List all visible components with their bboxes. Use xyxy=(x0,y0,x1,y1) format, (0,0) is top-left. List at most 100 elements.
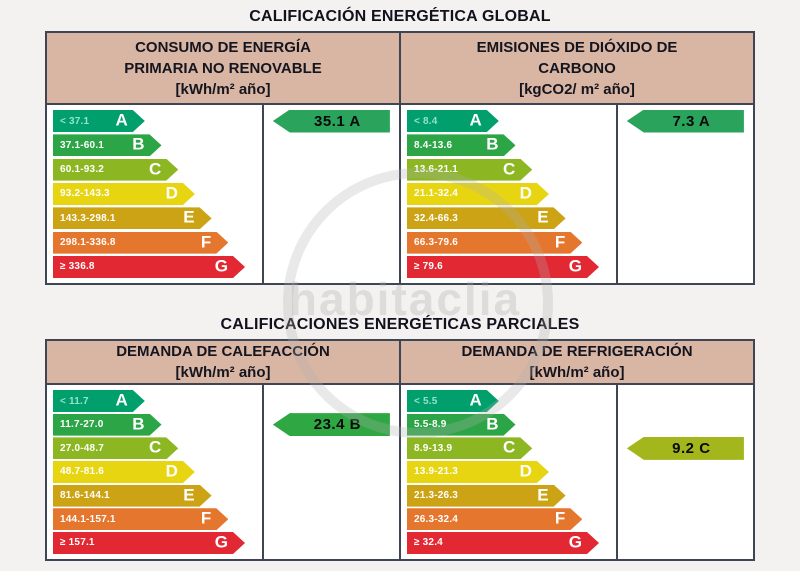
scale-row: 144.1-157.1 F xyxy=(53,508,262,530)
band-letter: F xyxy=(554,232,566,252)
band-arrow-f: 298.1-336.8 F xyxy=(53,232,228,254)
panel-header-line: [kWh/m² año] xyxy=(175,364,271,381)
panel-header: EMISIONES DE DIÓXIDO DE CARBONO [kgCO2/ m²… xyxy=(401,33,753,105)
band-arrow-e: 32.4-66.3 E xyxy=(407,207,566,229)
panel-header-line: DEMANDA DE REFRIGERACIÓN xyxy=(461,343,693,360)
rating-value-arrow: 23.4 B xyxy=(272,413,390,437)
scale-row: 13.9-21.3 D xyxy=(407,461,616,483)
scale-row: < 5.5 A xyxy=(407,390,616,412)
band-range-label: < 37.1 xyxy=(60,115,90,127)
global-section-title: CALIFICACIÓN ENERGÉTICA GLOBAL xyxy=(249,8,551,25)
band-arrow-f: 144.1-157.1 F xyxy=(53,508,228,530)
rating-slot xyxy=(622,183,749,205)
panel-header: CONSUMO DE ENERGÍA PRIMARIA NO RENOVABLE [… xyxy=(47,33,399,105)
band-letter: C xyxy=(502,437,516,457)
band-arrow-d: 13.9-21.3 D xyxy=(407,461,549,483)
band-range-label: ≥ 32.4 xyxy=(414,537,443,549)
band-letter: D xyxy=(165,183,178,203)
band-arrow-g: ≥ 79.6 G xyxy=(407,256,599,278)
rating-slot: 23.4 B xyxy=(268,413,395,437)
band-letter: A xyxy=(115,390,128,410)
rating-slot xyxy=(268,232,395,254)
rating-value-arrow: 9.2 C xyxy=(626,436,744,460)
band-range-label: 27.0-48.7 xyxy=(60,442,105,454)
band-letter: B xyxy=(486,414,499,434)
band-letter: C xyxy=(502,159,516,179)
band-arrow-b: 37.1-60.1 B xyxy=(53,134,162,156)
scale-row: 60.1-93.2 C xyxy=(53,159,262,181)
rating-slot xyxy=(268,461,395,483)
rating-value-arrow: 7.3 A xyxy=(626,109,744,133)
scale-row: 93.2-143.3 D xyxy=(53,183,262,205)
band-letter: B xyxy=(486,134,499,154)
band-range-label: 37.1-60.1 xyxy=(60,139,105,151)
scale-row: 8.4-13.6 B xyxy=(407,134,616,156)
panel-header: DEMANDA DE REFRIGERACIÓN [kWh/m² año] xyxy=(401,341,753,385)
band-arrow-c: 13.6-21.1 C xyxy=(407,159,532,181)
band-range-label: 8.4-13.6 xyxy=(414,139,453,151)
scale-row: 21.1-32.4 D xyxy=(407,183,616,205)
band-arrow-c: 8.9-13.9 C xyxy=(407,437,532,459)
band-arrow-d: 21.1-32.4 D xyxy=(407,183,549,205)
rating-slot xyxy=(622,414,749,436)
rating-slot xyxy=(622,390,749,412)
band-letter: B xyxy=(132,414,145,434)
rating-slot: 35.1 A xyxy=(268,109,395,133)
panel-header-line: CONSUMO DE ENERGÍA xyxy=(135,38,311,56)
panel-header-line: [kWh/m² año] xyxy=(175,80,271,98)
band-letter: A xyxy=(469,390,482,410)
band-letter: G xyxy=(568,256,583,276)
band-range-label: 298.1-336.8 xyxy=(60,237,116,249)
panel-consumo-energia: CONSUMO DE ENERGÍA PRIMARIA NO RENOVABLE [… xyxy=(47,33,399,283)
band-range-label: < 5.5 xyxy=(414,395,438,407)
band-letter: G xyxy=(214,256,229,276)
band-letter: E xyxy=(537,485,549,505)
band-letter: F xyxy=(200,232,212,252)
scale-row: 48.7-81.6 D xyxy=(53,461,262,483)
rating-slot xyxy=(268,207,395,229)
rating-slot xyxy=(268,532,395,554)
rating-column: 35.1 A xyxy=(261,105,399,283)
band-letter: A xyxy=(115,110,128,130)
global-ratings-table: CONSUMO DE ENERGÍA PRIMARIA NO RENOVABLE [… xyxy=(45,31,755,285)
rating-slot xyxy=(622,508,749,530)
band-range-label: 93.2-143.3 xyxy=(60,188,110,200)
band-arrow-e: 21.3-26.3 E xyxy=(407,485,566,507)
rating-slot xyxy=(268,134,395,156)
band-range-label: 144.1-157.1 xyxy=(60,513,116,525)
panel-body: < 5.5 A 5.5-8.9 B 8.9-13.9 C 13.9-21.3 D 21.3-26… xyxy=(401,385,753,559)
band-range-label: 60.1-93.2 xyxy=(60,164,105,176)
band-arrow-d: 93.2-143.3 D xyxy=(53,183,195,205)
scale-row: 21.3-26.3 E xyxy=(407,485,616,507)
band-range-label: 66.3-79.6 xyxy=(414,237,459,249)
rating-slot xyxy=(622,159,749,181)
band-letter: E xyxy=(537,207,549,227)
rating-slot xyxy=(622,207,749,229)
band-arrow-b: 5.5-8.9 B xyxy=(407,414,516,436)
rating-slot xyxy=(268,390,395,412)
panel-body: < 11.7 A 11.7-27.0 B 27.0-48.7 C 48.7-81.6 D 81.… xyxy=(47,385,399,559)
band-arrow-a: < 5.5 A xyxy=(407,390,499,412)
panel-header-line: EMISIONES DE DIÓXIDO DE xyxy=(476,38,678,56)
band-range-label: 21.1-32.4 xyxy=(414,188,459,200)
band-range-label: ≥ 157.1 xyxy=(60,537,95,549)
rating-column: 9.2 C xyxy=(615,385,753,559)
band-letter: B xyxy=(132,134,145,154)
band-arrow-c: 27.0-48.7 C xyxy=(53,437,178,459)
band-arrow-g: ≥ 32.4 G xyxy=(407,532,599,554)
band-arrow-f: 26.3-32.4 F xyxy=(407,508,582,530)
band-range-label: 13.9-21.3 xyxy=(414,466,459,478)
band-range-label: 143.3-298.1 xyxy=(60,212,116,224)
band-letter: D xyxy=(165,461,178,481)
scale-row: ≥ 79.6 G xyxy=(407,256,616,278)
band-range-label: 81.6-144.1 xyxy=(60,490,110,502)
rating-slot: 9.2 C xyxy=(622,436,749,460)
band-range-label: ≥ 336.8 xyxy=(60,261,95,273)
scale-row: 66.3-79.6 F xyxy=(407,232,616,254)
scale-row: 13.6-21.1 C xyxy=(407,159,616,181)
partial-section-title: CALIFICACIONES ENERGÉTICAS PARCIALES xyxy=(220,316,580,333)
scale-row: ≥ 336.8 G xyxy=(53,256,262,278)
scale-row: 81.6-144.1 E xyxy=(53,485,262,507)
panel-demanda-refrigeracion: DEMANDA DE REFRIGERACIÓN [kWh/m² año] < 5.… xyxy=(399,341,753,559)
panel-header-line: CARBONO xyxy=(538,59,616,77)
